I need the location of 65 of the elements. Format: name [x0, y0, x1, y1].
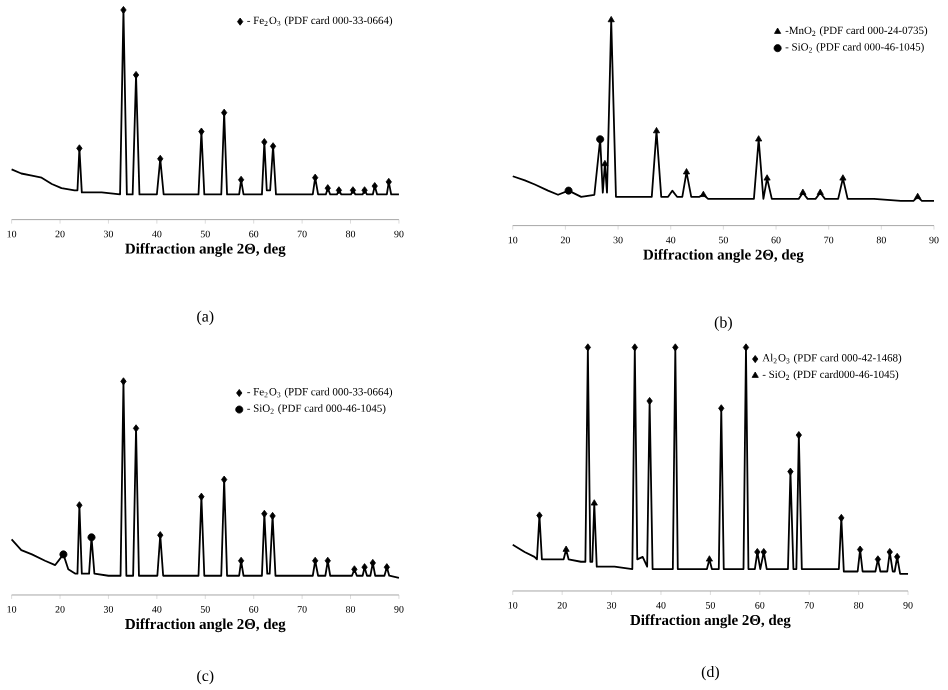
point [76, 500, 83, 509]
point [874, 554, 881, 563]
point [705, 554, 713, 562]
point [157, 530, 164, 539]
point [755, 134, 763, 141]
point [763, 173, 771, 181]
point [312, 556, 319, 565]
point [760, 547, 767, 556]
point [238, 175, 245, 184]
point [699, 190, 707, 197]
point [754, 547, 761, 556]
point [87, 532, 96, 541]
point [683, 167, 691, 174]
point [198, 492, 205, 501]
point [132, 70, 140, 79]
point [383, 562, 390, 571]
point [120, 376, 127, 385]
point [371, 181, 378, 190]
point [646, 396, 653, 405]
point [261, 509, 268, 518]
point [349, 185, 357, 194]
point [607, 15, 615, 22]
point [672, 342, 679, 351]
point [839, 173, 847, 181]
point [59, 549, 68, 558]
point [886, 547, 893, 556]
point [361, 185, 368, 194]
point [894, 552, 901, 561]
point [269, 511, 276, 520]
point [198, 127, 205, 136]
point [221, 108, 228, 117]
point [120, 5, 127, 14]
point [385, 177, 392, 186]
point [76, 143, 83, 152]
point [653, 126, 660, 133]
point [799, 188, 807, 195]
point [596, 134, 605, 143]
point [787, 467, 794, 476]
point [584, 342, 591, 351]
point [795, 430, 802, 439]
point [312, 173, 319, 182]
point [335, 185, 342, 194]
point [351, 564, 358, 573]
point [742, 342, 750, 351]
point [914, 192, 922, 199]
point [838, 513, 845, 522]
point [221, 475, 228, 484]
point [157, 154, 164, 163]
point [718, 403, 725, 412]
point [369, 558, 376, 567]
point [361, 562, 368, 571]
point [269, 141, 277, 150]
point [261, 137, 268, 146]
point [564, 186, 573, 195]
point [631, 342, 638, 351]
point [816, 188, 824, 195]
point [562, 545, 570, 552]
point [324, 183, 331, 192]
point [601, 159, 609, 166]
point [536, 511, 543, 519]
point [132, 423, 140, 432]
point [590, 498, 598, 506]
point [857, 545, 864, 554]
point [324, 556, 331, 565]
point [238, 556, 245, 565]
